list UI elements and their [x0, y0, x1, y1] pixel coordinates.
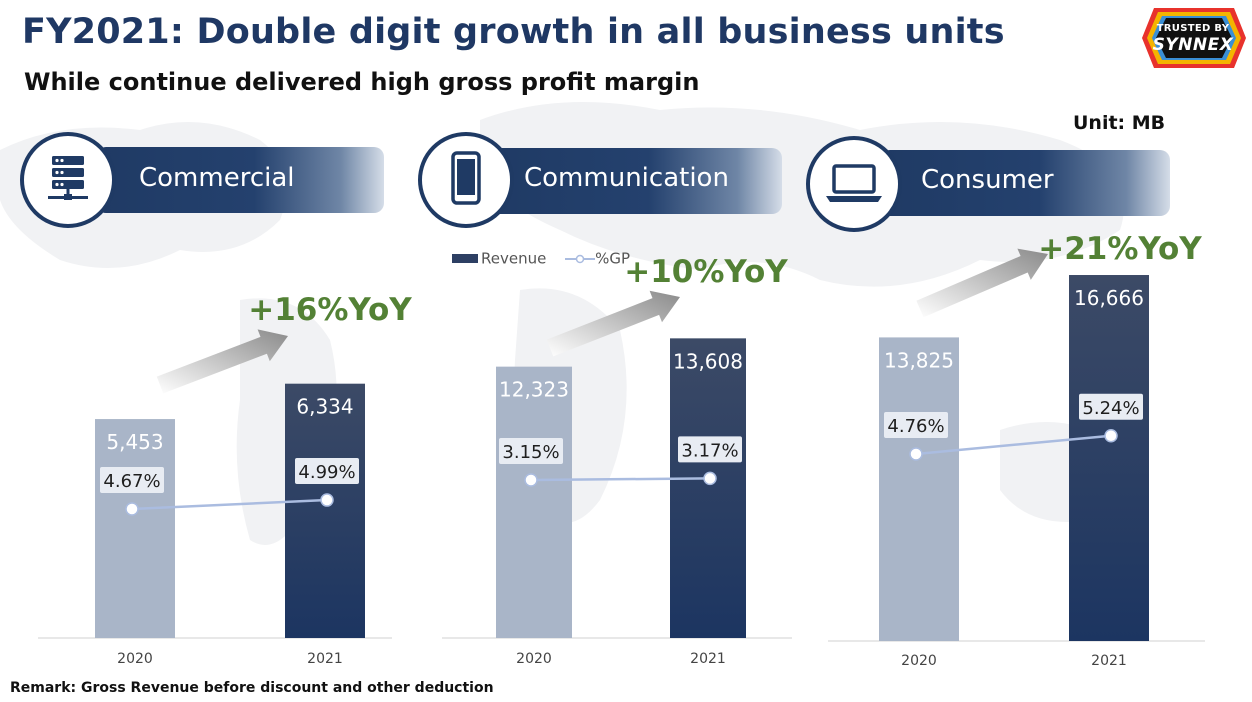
smartphone-icon	[451, 151, 481, 205]
commercial-gp-label-2020: 4.67%	[103, 471, 160, 492]
banner-communication	[486, 148, 782, 214]
communication-bar-2021	[670, 338, 746, 638]
banner-commercial	[96, 147, 384, 213]
page-title: FY2021: Double digit growth in all busin…	[22, 12, 1005, 52]
page-subtitle: While continue delivered high gross prof…	[24, 68, 700, 96]
commercial-tick-2020: 2020	[117, 651, 153, 667]
communication-gp-line	[530, 477, 711, 482]
communication-bar-value-2020: 12,323	[499, 378, 569, 402]
remark-note: Remark: Gross Revenue before discount an…	[10, 680, 494, 696]
consumer-gp-point-2020	[909, 447, 923, 461]
commercial-bar-value-2020: 5,453	[106, 430, 163, 454]
consumer-growth-label: +21%YoY	[1038, 231, 1202, 267]
commercial-gp-label-box-2020	[100, 467, 164, 493]
banner-title-consumer: Consumer	[921, 165, 1054, 195]
consumer-gp-label-box-2021	[1079, 393, 1143, 420]
communication-bar-2020	[496, 366, 572, 638]
consumer-gp-label-2021: 5.24%	[1082, 398, 1139, 419]
communication-gp-label-box-2020	[499, 438, 563, 464]
logo-line-1: TRUSTED BY	[1156, 23, 1230, 34]
communication-icon-circle	[418, 132, 514, 228]
legend-gp-label: %GP	[595, 249, 631, 268]
server-rack-icon	[48, 156, 88, 200]
commercial-bar-2021	[285, 383, 365, 638]
consumer-gp-line	[915, 434, 1112, 456]
commercial-tick-2021: 2021	[307, 651, 343, 667]
communication-gp-point-2021	[703, 471, 717, 486]
unit-label: Unit: MB	[1073, 112, 1166, 134]
communication-gp-point-2020	[524, 473, 538, 487]
banner-title-communication: Communication	[524, 163, 729, 193]
commercial-gp-point-2020	[125, 502, 139, 516]
commercial-icon-circle	[20, 132, 116, 228]
consumer-bar-2021	[1069, 275, 1149, 641]
logo-badge-icon	[1142, 8, 1246, 68]
commercial-gp-point-2021	[320, 493, 334, 507]
legend-revenue-label: Revenue	[481, 249, 547, 268]
communication-gp-label-box-2021	[678, 436, 742, 463]
commercial-growth-label: +16%YoY	[248, 292, 412, 328]
logo-line-2: SYNNEX	[1152, 35, 1234, 55]
legend-revenue-swatch	[452, 254, 478, 263]
laptop-icon	[826, 164, 882, 202]
commercial-gp-line	[131, 498, 328, 511]
chart-legend: Revenue %GP	[452, 249, 630, 269]
banner-title-commercial: Commercial	[139, 163, 295, 193]
consumer-icon-circle	[806, 136, 902, 232]
communication-tick-2021: 2021	[690, 651, 726, 667]
commercial-gp-label-box-2021	[295, 458, 359, 485]
consumer-tick-2020: 2020	[901, 653, 937, 669]
commercial-bar-2020	[95, 419, 175, 638]
communication-growth-arrow-icon	[546, 290, 680, 357]
banner-consumer	[880, 150, 1170, 216]
legend-gp-marker-icon	[565, 254, 596, 263]
consumer-bar-value-2021: 16,666	[1074, 286, 1144, 310]
communication-growth-label: +10%YoY	[624, 254, 788, 290]
commercial-growth-arrow-icon	[156, 329, 288, 394]
consumer-gp-label-box-2020	[884, 412, 948, 438]
communication-bar-value-2021: 13,608	[673, 349, 743, 373]
commercial-bar-value-2021: 6,334	[296, 395, 353, 419]
trusted-by-synnex-logo: TRUSTED BY SYNNEX	[1140, 4, 1248, 72]
communication-tick-2020: 2020	[516, 651, 552, 667]
consumer-growth-arrow-icon	[916, 248, 1048, 318]
communication-gp-label-2020: 3.15%	[502, 442, 559, 463]
consumer-bar-2020	[879, 337, 959, 641]
consumer-bar-value-2020: 13,825	[884, 348, 954, 372]
commercial-gp-label-2021: 4.99%	[298, 462, 355, 483]
consumer-tick-2021: 2021	[1091, 653, 1127, 669]
communication-gp-label-2021: 3.17%	[681, 440, 738, 461]
consumer-gp-point-2021	[1104, 429, 1118, 443]
consumer-gp-label-2020: 4.76%	[887, 416, 944, 437]
